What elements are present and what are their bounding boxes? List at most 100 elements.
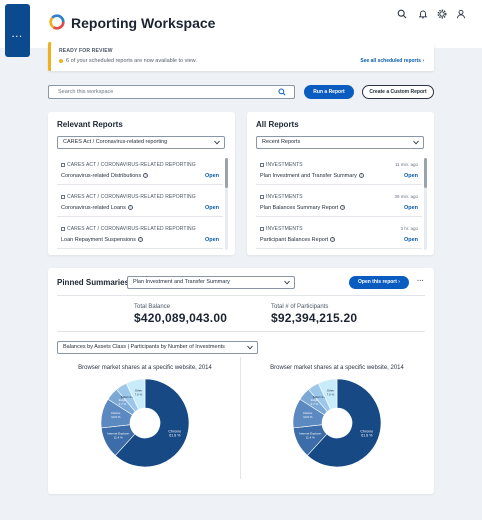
list-item[interactable]: CARES ACT / CORONAVIRUS-RELATED REPORTIN… bbox=[57, 158, 223, 185]
app-title: Reporting Workspace bbox=[71, 15, 216, 31]
report-category: INVESTMENTS bbox=[260, 162, 303, 168]
chart-divider bbox=[240, 357, 241, 479]
all-reports-title: All Reports bbox=[256, 120, 299, 129]
report-name: Participant Balances Report? bbox=[260, 237, 336, 243]
pie-chart-participants: Chrome 61.8 % Internet Explorer 11.4 % Firef… bbox=[292, 378, 382, 468]
scrollbar-track[interactable] bbox=[225, 158, 228, 250]
list-item[interactable]: INVESTMENTS 3 hr. ago Participant Balanc… bbox=[256, 222, 422, 249]
scrollbar-thumb[interactable] bbox=[424, 158, 427, 188]
total-participants-value: $92,394,215.20 bbox=[271, 311, 358, 325]
list-item[interactable]: INVESTMENTS 39 min. ago Plan Balances Su… bbox=[256, 190, 422, 217]
scrollbar-track[interactable] bbox=[424, 158, 427, 250]
relevant-reports-card: Relevant Reports CARES Act / Coronavirus… bbox=[48, 112, 235, 255]
warning-dot-icon bbox=[59, 58, 63, 63]
pie-slice-label: Edge 4.7 % bbox=[311, 398, 319, 406]
pinned-summaries-card bbox=[48, 268, 434, 494]
open-report-link[interactable]: Open bbox=[204, 205, 219, 211]
pie-chart-balances: Chrome 61.8 % Internet Explorer 11.4 % Firef… bbox=[100, 378, 190, 468]
info-icon[interactable]: ? bbox=[137, 237, 143, 243]
total-balance-value: $420,089,043.00 bbox=[134, 311, 228, 325]
chart-filter-select[interactable]: Balances by Assets Class | Participants … bbox=[57, 341, 258, 354]
open-report-link[interactable]: Open bbox=[204, 237, 219, 243]
report-category-icon bbox=[260, 226, 264, 231]
report-timestamp: 3 hr. ago bbox=[400, 226, 418, 231]
pie-slice-other[interactable] bbox=[125, 378, 146, 410]
search-placeholder: Search this workspace bbox=[58, 89, 114, 95]
run-report-button[interactable]: Run a Report bbox=[304, 85, 354, 99]
info-icon[interactable]: ? bbox=[330, 237, 336, 243]
pie-slice-label: Chrome 61.8 % bbox=[360, 430, 373, 438]
report-category-icon bbox=[61, 162, 65, 167]
see-all-scheduled-link[interactable]: See all scheduled reports › bbox=[360, 58, 424, 64]
main-menu-button[interactable]: ··· bbox=[5, 4, 30, 57]
all-reports-card: All Reports Recent Reports INVESTMENTS 1… bbox=[247, 112, 434, 255]
pie-slice-label: Firefox 10.9 % bbox=[303, 411, 313, 419]
pie-slice-label: Chrome 61.8 % bbox=[168, 430, 181, 438]
pie-slice-label: Internet Explorer 11.4 % bbox=[107, 432, 129, 440]
more-options-icon[interactable]: ··· bbox=[417, 278, 424, 285]
chart-title: Browser market shares at a specific webs… bbox=[78, 365, 212, 371]
info-icon[interactable]: ? bbox=[143, 173, 149, 179]
settings-icon[interactable] bbox=[437, 9, 447, 19]
pie-slice-label: Internet Explorer 11.4 % bbox=[299, 432, 321, 440]
total-participants-label: Total # of Participants bbox=[271, 304, 329, 310]
info-icon[interactable]: ? bbox=[358, 173, 364, 179]
bell-icon[interactable] bbox=[418, 9, 428, 19]
report-category: INVESTMENTS bbox=[260, 194, 303, 200]
app-logo-icon bbox=[49, 14, 65, 30]
list-item[interactable]: INVESTMENTS 11 min. ago Plan Investment … bbox=[256, 158, 422, 185]
alert-message: 6 of your scheduled reports are now avai… bbox=[59, 58, 197, 64]
pie-slice-label: Firefox 10.9 % bbox=[111, 411, 121, 419]
divider bbox=[57, 331, 425, 332]
pinned-summary-select[interactable]: Plan Investment and Transfer Summary bbox=[127, 276, 295, 289]
pie-slice-label: Edge 4.7 % bbox=[119, 398, 127, 406]
open-this-report-button[interactable]: Open this report › bbox=[349, 276, 409, 289]
pie-slice-chrome[interactable] bbox=[114, 378, 190, 468]
pinned-summaries-title: Pinned Summaries bbox=[57, 278, 130, 287]
pie-slice-other[interactable] bbox=[317, 378, 338, 410]
pie-slice-label: Other 7.0 % bbox=[327, 389, 335, 397]
create-custom-report-button[interactable]: Create a Custom Report bbox=[362, 85, 434, 99]
scrollbar-thumb[interactable] bbox=[225, 158, 228, 188]
open-report-link[interactable]: Open bbox=[403, 237, 418, 243]
open-report-link[interactable]: Open bbox=[204, 173, 219, 179]
app-header: Reporting Workspace bbox=[0, 0, 482, 48]
report-name: Coronavirus-related Distributions? bbox=[61, 173, 149, 179]
user-icon[interactable] bbox=[456, 9, 466, 19]
report-category: CARES ACT / CORONAVIRUS-RELATED REPORTIN… bbox=[61, 226, 196, 232]
info-icon[interactable]: ? bbox=[340, 205, 346, 211]
open-report-link[interactable]: Open bbox=[403, 205, 418, 211]
chevron-down-icon bbox=[247, 345, 253, 350]
report-name: Plan Balances Summary Report? bbox=[260, 205, 346, 211]
report-name: Plan Investment and Transfer Summary? bbox=[260, 173, 364, 179]
total-balance-label: Total Balance bbox=[134, 304, 171, 310]
report-name: Loan Repayment Suspensions? bbox=[61, 237, 143, 243]
search-icon[interactable] bbox=[278, 88, 286, 96]
alert-title: READY FOR REVIEW bbox=[59, 48, 113, 54]
chevron-down-icon bbox=[214, 140, 220, 145]
all-reports-filter[interactable]: Recent Reports bbox=[256, 136, 424, 149]
list-item[interactable]: CARES ACT / CORONAVIRUS-RELATED REPORTIN… bbox=[57, 190, 223, 217]
report-category-icon bbox=[260, 194, 264, 199]
report-category-icon bbox=[61, 194, 65, 199]
open-report-link[interactable]: Open bbox=[403, 173, 418, 179]
ready-for-review-alert: READY FOR REVIEW 6 of your scheduled rep… bbox=[48, 42, 434, 71]
list-item[interactable]: CARES ACT / CORONAVIRUS-RELATED REPORTIN… bbox=[57, 222, 223, 249]
pie-slice-label: Other 7.0 % bbox=[135, 389, 143, 397]
workspace-search-input[interactable]: Search this workspace bbox=[48, 85, 295, 99]
info-icon[interactable]: ? bbox=[127, 205, 133, 211]
divider bbox=[57, 295, 425, 296]
report-timestamp: 11 min. ago bbox=[394, 162, 418, 167]
report-timestamp: 39 min. ago bbox=[394, 194, 418, 199]
report-category-icon bbox=[260, 162, 264, 167]
report-category: CARES ACT / CORONAVIRUS-RELATED REPORTIN… bbox=[61, 162, 196, 168]
report-category-icon bbox=[61, 226, 65, 231]
report-name: Coronavirus-related Loans? bbox=[61, 205, 133, 211]
pie-slice-chrome[interactable] bbox=[306, 378, 382, 468]
pie-slice-label: Safari 4.2 % bbox=[313, 395, 330, 399]
relevant-reports-filter[interactable]: CARES Act / Coronavirus-related reportin… bbox=[57, 136, 225, 149]
relevant-reports-title: Relevant Reports bbox=[57, 120, 123, 129]
report-category: CARES ACT / CORONAVIRUS-RELATED REPORTIN… bbox=[61, 194, 196, 200]
report-category: INVESTMENTS bbox=[260, 226, 303, 232]
search-icon[interactable] bbox=[397, 9, 407, 19]
